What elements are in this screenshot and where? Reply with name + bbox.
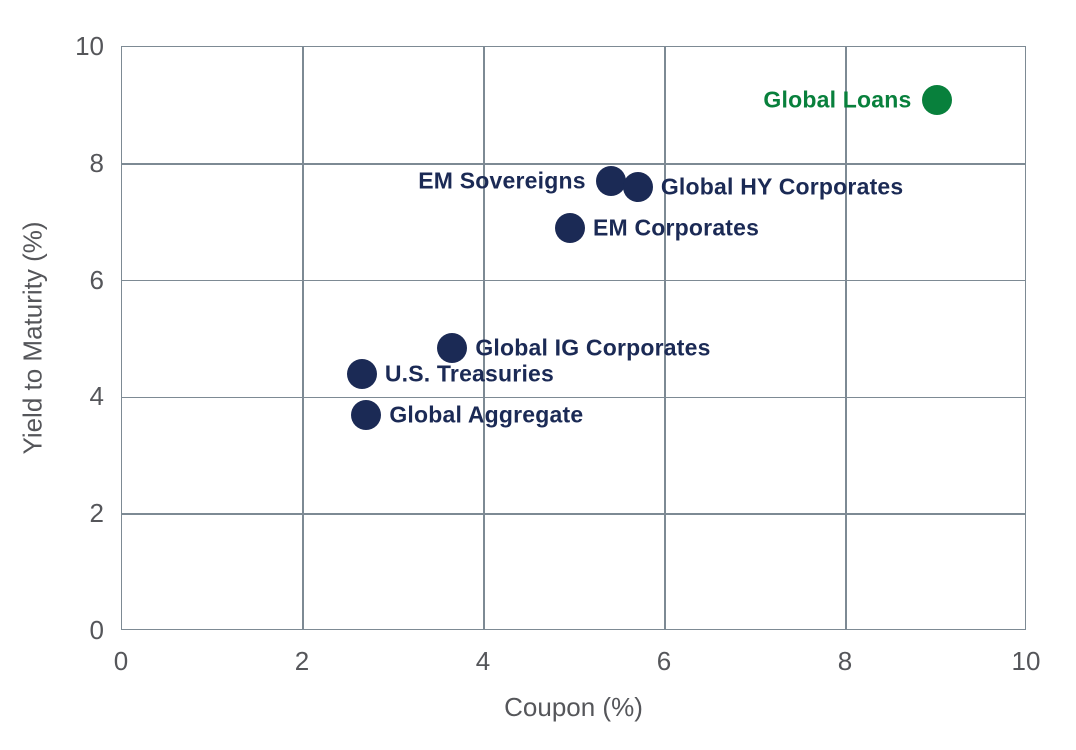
data-point-label-global-hy-corporates: Global HY Corporates [660, 173, 904, 200]
horizontal-gridline [122, 163, 1025, 165]
data-point-label-global-ig-corporates: Global IG Corporates [475, 334, 711, 361]
y-tick-label: 10 [75, 31, 104, 61]
horizontal-gridline [122, 396, 1025, 399]
y-tick-label: 4 [89, 381, 104, 412]
data-point-label-em-sovereigns: EM Sovereigns [418, 167, 586, 194]
vertical-gridline [483, 47, 485, 629]
data-point-label-em-corporates: EM Corporates [592, 214, 760, 241]
horizontal-gridline [122, 513, 1025, 515]
data-point-label-global-aggregate: Global Aggregate [389, 401, 584, 428]
data-point-global-hy-corporates [622, 172, 653, 203]
x-tick-label: 0 [113, 646, 129, 676]
x-tick-label: 8 [837, 646, 853, 676]
data-point-em-sovereigns [595, 166, 626, 197]
x-axis-title: Coupon (%) [504, 692, 643, 722]
y-tick-label: 0 [89, 615, 104, 645]
plot-area: Global Aggregate U.S. Treasuries Global IG… [121, 46, 1026, 630]
vertical-gridline [302, 47, 304, 629]
vertical-gridline [664, 47, 666, 629]
vertical-gridline [845, 47, 847, 629]
data-point-global-aggregate [351, 399, 382, 430]
x-tick-label: 6 [656, 646, 672, 676]
y-tick-label: 6 [89, 264, 104, 295]
data-point-global-ig-corporates [437, 332, 468, 363]
data-point-global-loans [921, 84, 952, 115]
horizontal-gridline [122, 279, 1025, 282]
x-tick-label: 4 [475, 646, 491, 676]
data-point-u-s-treasuries [346, 359, 377, 390]
y-axis-title: Yield to Maturity (%) [17, 221, 48, 455]
y-tick-label: 2 [89, 498, 104, 529]
data-point-em-corporates [554, 213, 585, 244]
x-tick-label: 2 [294, 646, 310, 676]
x-tick-label: 10 [1011, 646, 1041, 676]
data-point-label-u-s-treasuries: U.S. Treasuries [384, 360, 555, 387]
data-point-label-global-loans: Global Loans [763, 86, 912, 113]
y-tick-label: 8 [89, 147, 104, 178]
